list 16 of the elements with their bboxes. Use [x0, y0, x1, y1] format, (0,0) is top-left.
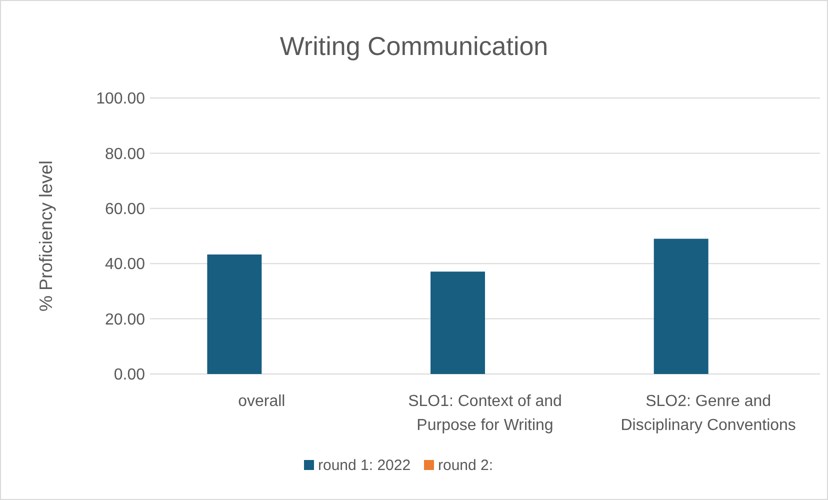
- x-tick-label: overall: [238, 393, 286, 410]
- chart-title: Writing Communication: [280, 31, 548, 61]
- y-tick-label: 0.00: [114, 366, 146, 384]
- y-tick-label: 60.00: [104, 201, 146, 218]
- y-tick-label: 80.00: [104, 146, 146, 163]
- y-axis-title: % Proficiency level: [36, 160, 56, 312]
- y-tick-label: 100.00: [96, 90, 146, 108]
- bar: [430, 272, 485, 374]
- x-tick-label: SLO2: Genre and Disciplinary Conventions: [620, 393, 796, 434]
- y-tick-label: 40.00: [104, 256, 146, 274]
- bar: [207, 254, 262, 374]
- legend-label: round 2:: [438, 457, 494, 474]
- legend-label: round 1: 2022: [318, 457, 411, 474]
- y-tick-label: 20.00: [104, 311, 146, 328]
- bar: [654, 238, 708, 374]
- x-tick-label: SLO1: Context of and Purpose for Writing: [408, 393, 562, 434]
